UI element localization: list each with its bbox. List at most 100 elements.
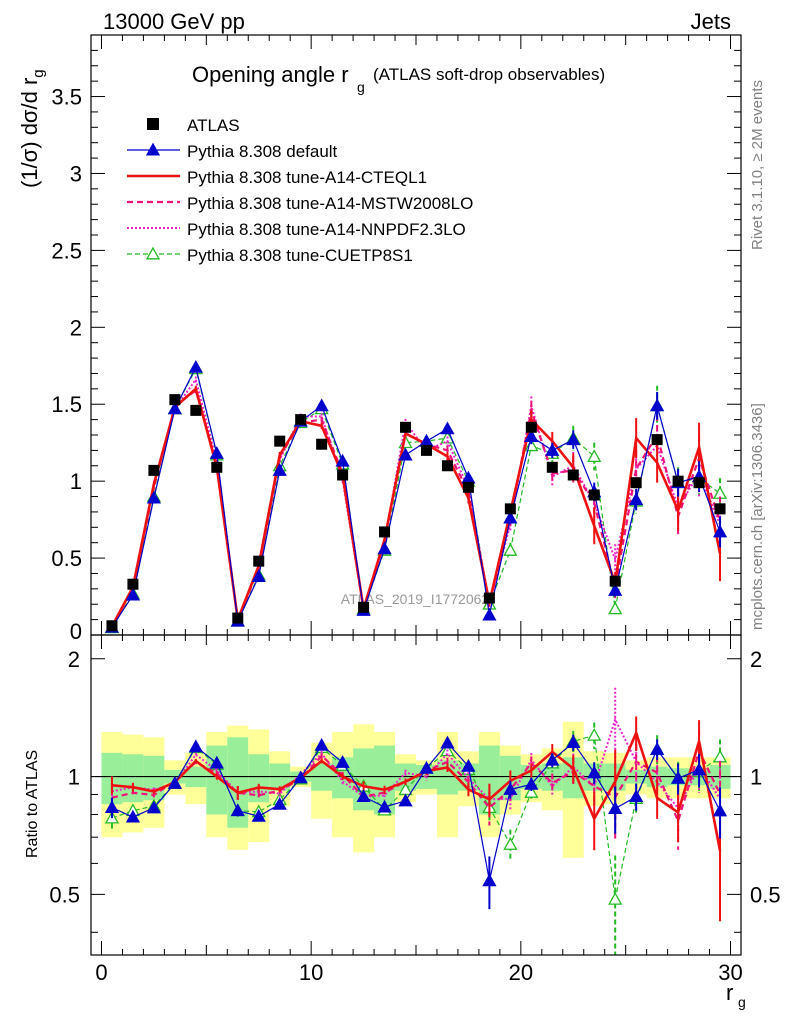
series-0	[104, 734, 728, 910]
y-tick-label: 2	[70, 315, 82, 340]
series-1	[110, 716, 722, 922]
atlas-point	[148, 464, 160, 476]
y-tick-label: 0	[70, 619, 82, 644]
series-marker	[545, 443, 560, 456]
series-marker	[587, 449, 602, 462]
series-marker	[629, 492, 644, 506]
series-marker	[209, 755, 224, 769]
series-marker	[230, 803, 245, 817]
atlas-point	[420, 444, 432, 456]
x-axis-label: r	[726, 980, 733, 1005]
ratio-tick-label: 2	[68, 647, 80, 672]
atlas-point	[672, 475, 684, 487]
series-marker	[125, 587, 141, 601]
energy-label: 13000 GeV pp	[103, 9, 245, 34]
series-marker	[524, 429, 539, 442]
series-line	[111, 365, 721, 628]
series-marker	[209, 446, 224, 459]
series-marker	[482, 873, 497, 887]
series-marker	[314, 398, 329, 412]
x-tick-label: 30	[718, 960, 742, 985]
ratio-band-inner	[248, 754, 270, 803]
x-tick-label: 20	[509, 960, 533, 985]
atlas-point	[525, 421, 537, 433]
series-marker	[104, 800, 120, 814]
series-marker	[167, 776, 182, 789]
atlas-point	[295, 414, 307, 426]
legend-label: Pythia 8.308 tune-A14-MSTW2008LO	[187, 194, 473, 213]
atlas-point	[714, 503, 726, 515]
atlas-point	[609, 575, 621, 587]
series-marker	[712, 803, 728, 817]
ratio-band-inner	[374, 745, 396, 815]
series-marker	[503, 837, 518, 850]
series-marker	[440, 421, 455, 435]
atlas-data-points	[106, 394, 726, 632]
ratio-y-axis-label: Ratio to ATLAS	[24, 750, 41, 858]
y-tick-label: 2.5	[51, 238, 82, 263]
ratio-tick-label: 1	[68, 765, 80, 790]
atlas-point	[567, 469, 579, 481]
y-tick-label: 3.5	[51, 85, 82, 110]
series-marker	[188, 359, 203, 373]
series-marker	[293, 770, 308, 784]
series-marker	[335, 755, 350, 768]
series-marker	[419, 760, 434, 774]
ratio-tick-label-right: 0.5	[750, 882, 781, 907]
atlas-point	[651, 434, 663, 446]
atlas-point	[483, 592, 495, 604]
legend-label: Pythia 8.308 tune-A14-CTEQL1	[187, 168, 427, 187]
series-marker	[398, 793, 413, 807]
atlas-point	[358, 601, 370, 613]
series-marker	[670, 770, 686, 784]
series-marker	[566, 735, 581, 749]
legend-label: Pythia 8.308 default	[187, 142, 338, 161]
series-marker	[524, 785, 539, 798]
ratio-uncertainty-bands	[91, 721, 741, 858]
ratio-tick-label: 0.5	[49, 882, 80, 907]
atlas-point	[232, 612, 244, 624]
legend-label: ATLAS	[187, 116, 240, 135]
ratio-tick-label-right: 2	[750, 647, 762, 672]
atlas-point	[400, 421, 412, 433]
legend-label: Pythia 8.308 tune-A14-NNPDF2.3LO	[187, 220, 466, 239]
series-marker	[314, 738, 329, 751]
atlas-point	[462, 481, 474, 493]
series-marker	[712, 524, 728, 538]
legend-atlas-marker	[147, 118, 159, 130]
series-marker	[188, 739, 203, 753]
atlas-point	[504, 503, 516, 515]
series-marker	[377, 541, 392, 555]
svg-text:Opening angle r: Opening angle r	[192, 62, 349, 87]
ratio-band-inner	[122, 754, 144, 803]
process-label: Jets	[691, 9, 731, 34]
mcplots-label: mcplots.cern.ch [arXiv:1306.3436]	[749, 403, 766, 630]
series-marker	[167, 401, 182, 415]
atlas-point	[253, 555, 265, 567]
series-marker	[356, 789, 371, 803]
series-marker	[524, 776, 539, 790]
atlas-point	[169, 394, 181, 406]
rivet-label: Rivet 3.1.10, ≥ 2M events	[749, 80, 766, 250]
atlas-point	[546, 461, 558, 473]
series-marker	[146, 800, 162, 814]
atlas-point	[274, 435, 286, 447]
series-marker	[608, 583, 623, 596]
series-line	[111, 729, 722, 851]
series-line	[111, 741, 721, 881]
series-marker	[398, 447, 413, 461]
x-axis-label-subscript: g	[738, 994, 746, 1010]
series-marker	[691, 762, 707, 776]
ratio-tick-label-right: 1	[750, 765, 762, 790]
series-marker	[251, 569, 266, 582]
series-marker	[272, 797, 287, 810]
series-marker	[251, 808, 266, 822]
ratio-band-inner	[227, 737, 249, 828]
series-marker	[608, 801, 623, 814]
legend-marker	[145, 246, 161, 260]
atlas-point	[190, 404, 202, 416]
series-marker	[503, 510, 518, 524]
legend-marker	[145, 142, 161, 156]
series-marker	[146, 490, 162, 504]
series-marker	[650, 398, 665, 412]
